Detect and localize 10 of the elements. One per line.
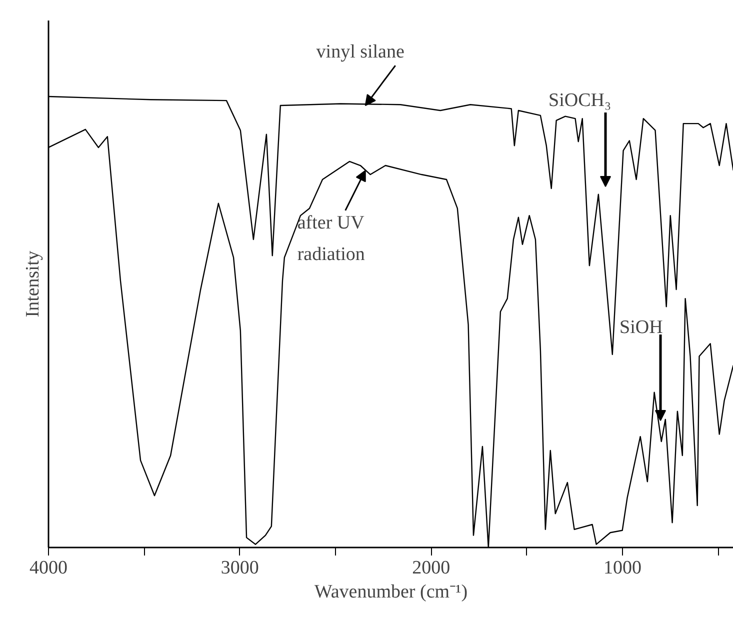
annotation: SiOH	[620, 317, 664, 338]
x-axis-title: Wavenumber (cm⁻¹)	[314, 582, 468, 602]
x-tick-label: 2000	[412, 558, 450, 578]
annotation: SiOCH₃	[548, 90, 612, 111]
y-axis-title: Intensity	[22, 250, 44, 318]
annotation: vinyl silane	[316, 42, 404, 63]
x-tick-label: 3000	[220, 558, 259, 578]
x-tick-label: 1000	[604, 558, 642, 578]
annotation: after UV radiation	[297, 212, 366, 265]
x-tick-label: 4000	[30, 558, 68, 578]
